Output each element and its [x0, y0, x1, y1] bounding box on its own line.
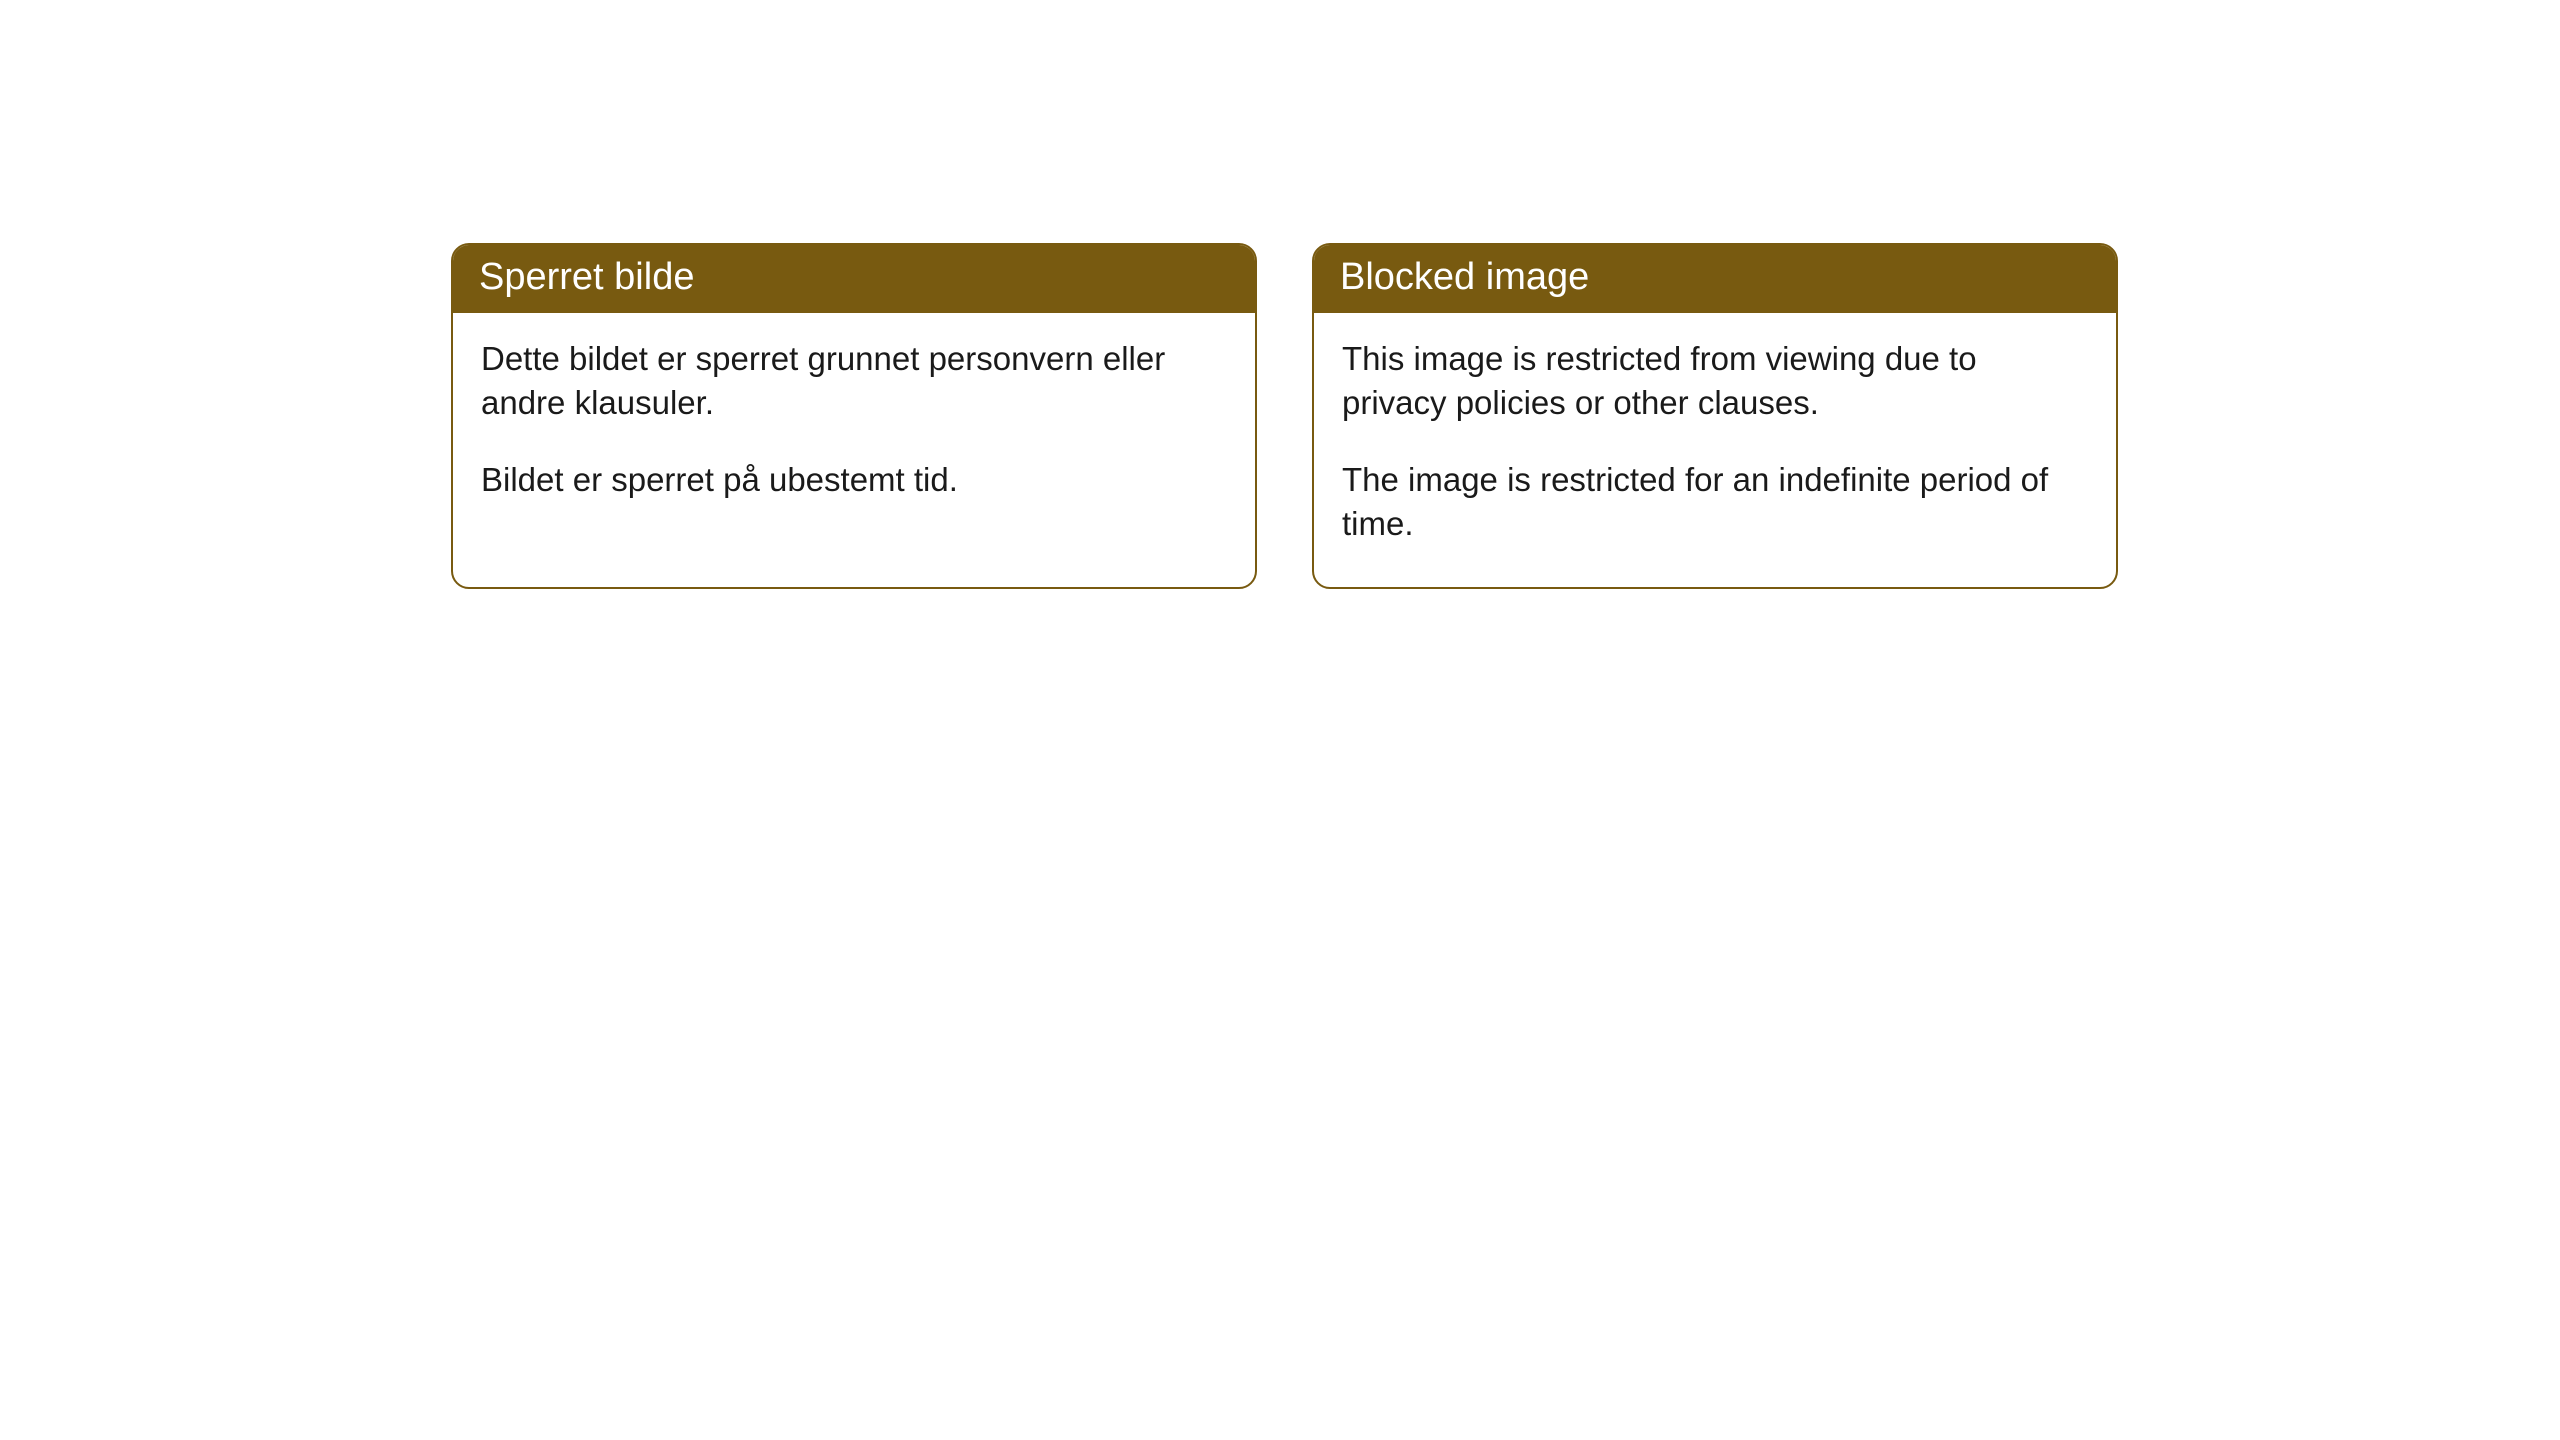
card-body-nb: Dette bildet er sperret grunnet personve…	[453, 313, 1255, 543]
card-paragraph-en-2: The image is restricted for an indefinit…	[1342, 458, 2088, 547]
card-title-nb: Sperret bilde	[453, 245, 1255, 313]
card-paragraph-nb-1: Dette bildet er sperret grunnet personve…	[481, 337, 1227, 426]
card-title-en: Blocked image	[1314, 245, 2116, 313]
blocked-image-card-nb: Sperret bilde Dette bildet er sperret gr…	[451, 243, 1257, 589]
blocked-image-card-en: Blocked image This image is restricted f…	[1312, 243, 2118, 589]
cards-container: Sperret bilde Dette bildet er sperret gr…	[451, 243, 2118, 589]
card-paragraph-en-1: This image is restricted from viewing du…	[1342, 337, 2088, 426]
card-body-en: This image is restricted from viewing du…	[1314, 313, 2116, 587]
card-paragraph-nb-2: Bildet er sperret på ubestemt tid.	[481, 458, 1227, 503]
